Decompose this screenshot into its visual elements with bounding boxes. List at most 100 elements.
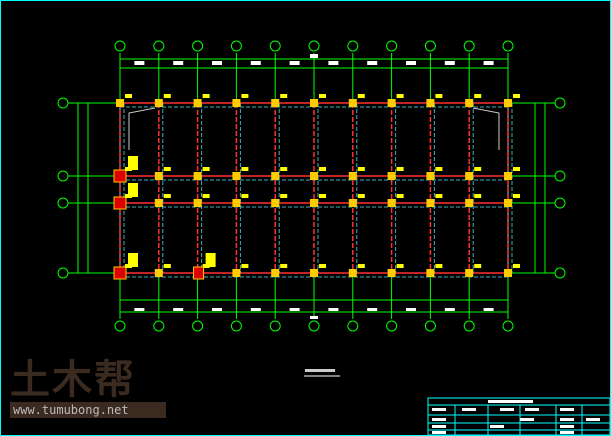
column-detail xyxy=(113,169,127,183)
column-label xyxy=(241,167,249,171)
dimension-text xyxy=(328,308,339,311)
column-label xyxy=(396,167,404,171)
axis-bubble xyxy=(554,97,566,109)
axis-bubble xyxy=(463,40,475,52)
column xyxy=(348,172,357,180)
column-label xyxy=(241,194,249,198)
title-block-text xyxy=(586,418,600,421)
column xyxy=(271,99,280,107)
column xyxy=(271,269,280,277)
column-label xyxy=(474,94,482,98)
column-label xyxy=(319,94,326,98)
axis-bubble xyxy=(424,320,436,332)
title-block-text xyxy=(560,408,574,411)
column xyxy=(504,199,512,207)
axis-bubble xyxy=(269,40,281,52)
column xyxy=(504,172,512,180)
dimension-text xyxy=(328,61,339,65)
dimension-text xyxy=(406,308,416,311)
dimension-text xyxy=(289,61,300,65)
column-label xyxy=(280,264,288,268)
axis-bubble xyxy=(308,40,320,52)
dimension-text xyxy=(483,61,494,65)
watermark-logo-text: 土木帮 xyxy=(10,357,136,403)
axis-bubble xyxy=(57,267,69,279)
dimension-text xyxy=(483,308,494,311)
column xyxy=(116,99,124,107)
title-block-text xyxy=(520,418,534,421)
title-block-text xyxy=(432,425,446,428)
column-label xyxy=(357,264,365,268)
column xyxy=(504,99,512,107)
dimension-text xyxy=(212,308,222,311)
column-label xyxy=(435,167,443,171)
title-block-text xyxy=(560,425,574,428)
column-detail xyxy=(113,266,127,280)
column xyxy=(154,172,163,180)
column-label xyxy=(435,194,443,198)
column-label xyxy=(163,94,171,98)
column-label xyxy=(202,194,210,198)
column-label xyxy=(280,94,288,98)
column-label xyxy=(319,264,326,268)
dimension-text xyxy=(173,61,184,65)
title-block-text xyxy=(462,408,476,411)
axis-bubble xyxy=(308,320,320,332)
column-label xyxy=(319,167,326,171)
column-label xyxy=(474,167,482,171)
column xyxy=(310,199,318,207)
column xyxy=(426,172,435,180)
dimension-text xyxy=(134,308,145,311)
column-label xyxy=(474,264,482,268)
column-label xyxy=(125,264,132,268)
column xyxy=(348,199,357,207)
title-block-text xyxy=(525,408,539,411)
title-block-text xyxy=(500,408,514,411)
column xyxy=(348,99,357,107)
dimension-text xyxy=(289,308,300,311)
column xyxy=(465,199,474,207)
column xyxy=(426,199,435,207)
column-label xyxy=(513,167,520,171)
column xyxy=(465,269,474,277)
column-label xyxy=(513,264,520,268)
column xyxy=(426,269,435,277)
title-block-text xyxy=(560,418,574,421)
column xyxy=(348,269,357,277)
axis-bubble xyxy=(57,170,69,182)
axis-bubble xyxy=(554,197,566,209)
column-label xyxy=(357,94,365,98)
axis-bubble xyxy=(57,197,69,209)
axis-bubble xyxy=(114,320,126,332)
column-label xyxy=(280,194,288,198)
title-block-text xyxy=(432,418,446,421)
stair-line xyxy=(128,107,156,150)
title-block-text xyxy=(488,400,533,403)
column-label xyxy=(125,167,132,171)
column-label xyxy=(396,94,404,98)
column xyxy=(271,172,280,180)
column xyxy=(310,99,318,107)
dimension-text xyxy=(134,61,145,65)
axis-bubble xyxy=(554,170,566,182)
column-label xyxy=(202,94,210,98)
dimension-text xyxy=(250,61,261,65)
column xyxy=(387,269,396,277)
column-label xyxy=(125,194,132,198)
column xyxy=(154,199,163,207)
title-block-text xyxy=(560,431,574,434)
column xyxy=(310,269,318,277)
axis-bubble xyxy=(386,320,398,332)
title-block xyxy=(427,397,611,436)
column xyxy=(310,172,318,180)
dimension-text xyxy=(367,308,378,311)
axis-bubble xyxy=(192,320,204,332)
axis-bubble xyxy=(269,320,281,332)
column-table xyxy=(128,183,138,197)
watermark-logo: 土木帮 www.tumubong.net xyxy=(10,358,166,418)
column xyxy=(232,99,241,107)
title-block-text xyxy=(432,431,446,434)
column xyxy=(232,199,241,207)
column xyxy=(426,99,435,107)
dimension-text xyxy=(212,61,222,65)
